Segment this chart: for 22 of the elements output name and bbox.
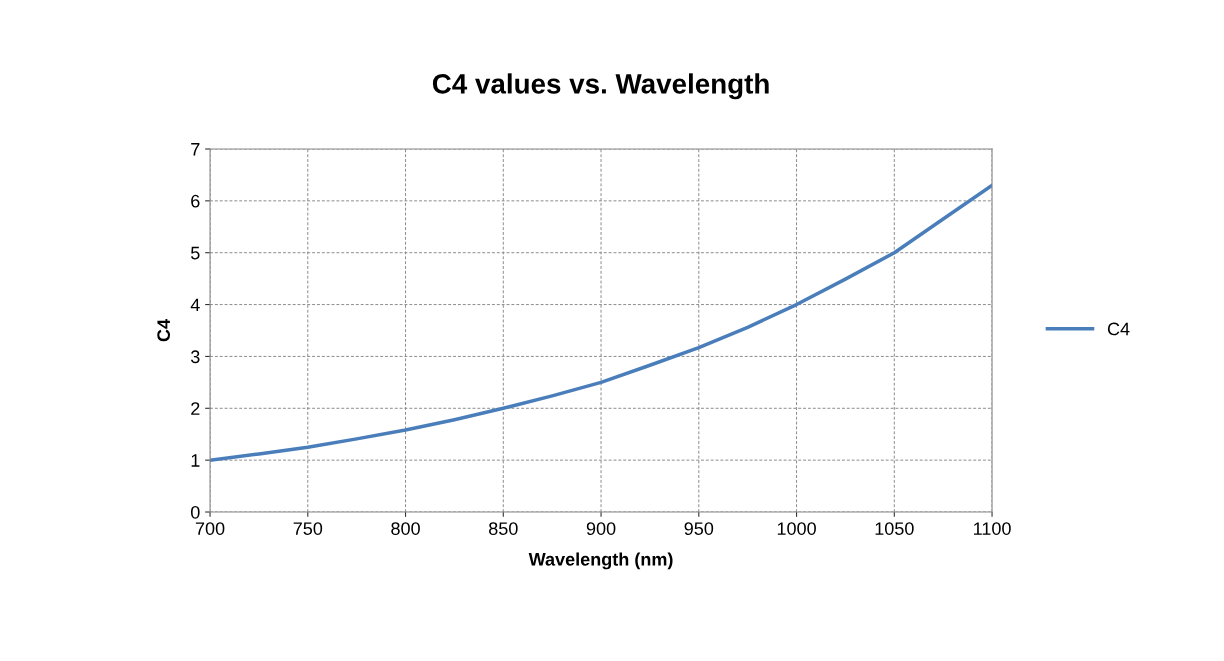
x-tick-label: 750 (293, 522, 323, 535)
x-tick-label: 700 (195, 522, 225, 535)
x-tick-label: 800 (391, 522, 420, 535)
y-tick-label: 4 (190, 298, 200, 312)
y-tick-label: 6 (191, 194, 200, 208)
y-tick-label: 3 (190, 350, 200, 364)
y-axis-title: C4 (157, 319, 171, 342)
x-tick-label: 1000 (777, 522, 816, 535)
y-tick-label: 5 (191, 246, 200, 260)
y-tick-label: 0 (190, 505, 200, 519)
x-tick-label: 900 (586, 522, 616, 535)
line-series (210, 183, 993, 462)
chart-title: C4 values vs. Wavelength (432, 73, 769, 100)
x-tick-label: 850 (489, 522, 518, 535)
x-tick-label: 1100 (974, 522, 1011, 535)
x-tick-label: 1050 (875, 522, 914, 535)
legend-label: C4 (1107, 322, 1130, 336)
x-axis-title: Wavelength (nm) (528, 552, 673, 570)
y-tick-label: 1 (191, 454, 200, 467)
x-tick-label: 950 (684, 522, 714, 535)
y-tick-label: 2 (191, 402, 200, 415)
y-tick-label: 7 (191, 143, 200, 156)
